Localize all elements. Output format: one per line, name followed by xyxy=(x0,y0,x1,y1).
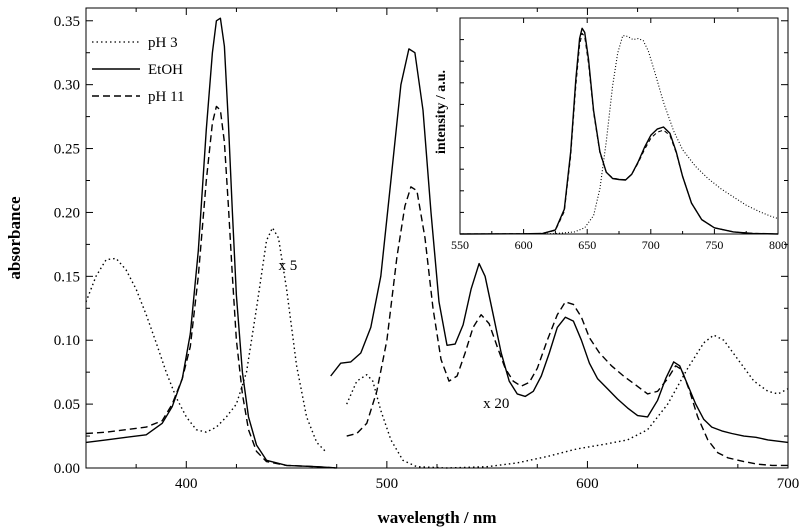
inset-x-tick-label: 800 xyxy=(769,238,787,252)
inset-series-line-ph3 xyxy=(460,34,779,235)
inset-x-tick-label: 600 xyxy=(515,238,533,252)
inset-plot-frame xyxy=(459,17,779,235)
series-line-ph11-q-bands xyxy=(346,186,788,467)
inset-series-line-ph11 xyxy=(459,32,779,235)
inset-series-lines xyxy=(459,27,779,235)
inset-x-tick-label: 750 xyxy=(705,238,723,252)
annotation-x20: x 20 xyxy=(483,396,509,412)
main-x-tick-label: 700 xyxy=(777,476,800,492)
inset-x-tick-label: 550 xyxy=(451,238,469,252)
main-x-tick-label: 400 xyxy=(175,476,198,492)
main-x-axis-label: wavelength / nm xyxy=(378,508,497,527)
main-series-lines xyxy=(85,17,789,469)
main-y-tick-label: 0.25 xyxy=(54,142,80,158)
main-y-tick-label: 0.10 xyxy=(54,333,80,349)
inset-axis-ticks: 550 600 650 700 750 800 xyxy=(451,18,787,252)
series-line-etoh-q-bands xyxy=(330,48,789,444)
series-line-ph11-soret xyxy=(85,105,337,469)
main-x-tick-label: 500 xyxy=(376,476,399,492)
main-y-tick-label: 0.20 xyxy=(54,205,80,221)
inset-x-tick-label: 700 xyxy=(642,238,660,252)
legend-label-etoh: EtOH xyxy=(148,62,183,78)
legend-label-ph3: pH 3 xyxy=(148,35,178,51)
main-y-axis-label: absorbance xyxy=(5,196,24,280)
inset-x-tick-label: 650 xyxy=(578,238,596,252)
main-y-tick-label: 0.30 xyxy=(54,78,80,94)
series-line-ph3-q-bands xyxy=(346,334,789,469)
legend: pH 3 EtOH pH 11 xyxy=(92,35,185,105)
legend-label-ph11: pH 11 xyxy=(148,89,185,105)
main-x-tick-label: 600 xyxy=(576,476,599,492)
inset-y-axis-label: intensity / a.u. xyxy=(434,70,449,154)
main-y-tick-label: 0.05 xyxy=(54,397,80,413)
main-y-tick-label: 0.35 xyxy=(54,14,80,30)
series-line-etoh-soret xyxy=(85,17,337,469)
main-axis-ticks: 400 500 600 700 0.00 0.05 0.10 0.15 0.20 0.25 0.30… xyxy=(54,8,800,492)
annotation-x5: x 5 xyxy=(279,258,298,274)
main-y-tick-label: 0.00 xyxy=(54,461,80,477)
main-y-tick-label: 0.15 xyxy=(54,269,80,285)
